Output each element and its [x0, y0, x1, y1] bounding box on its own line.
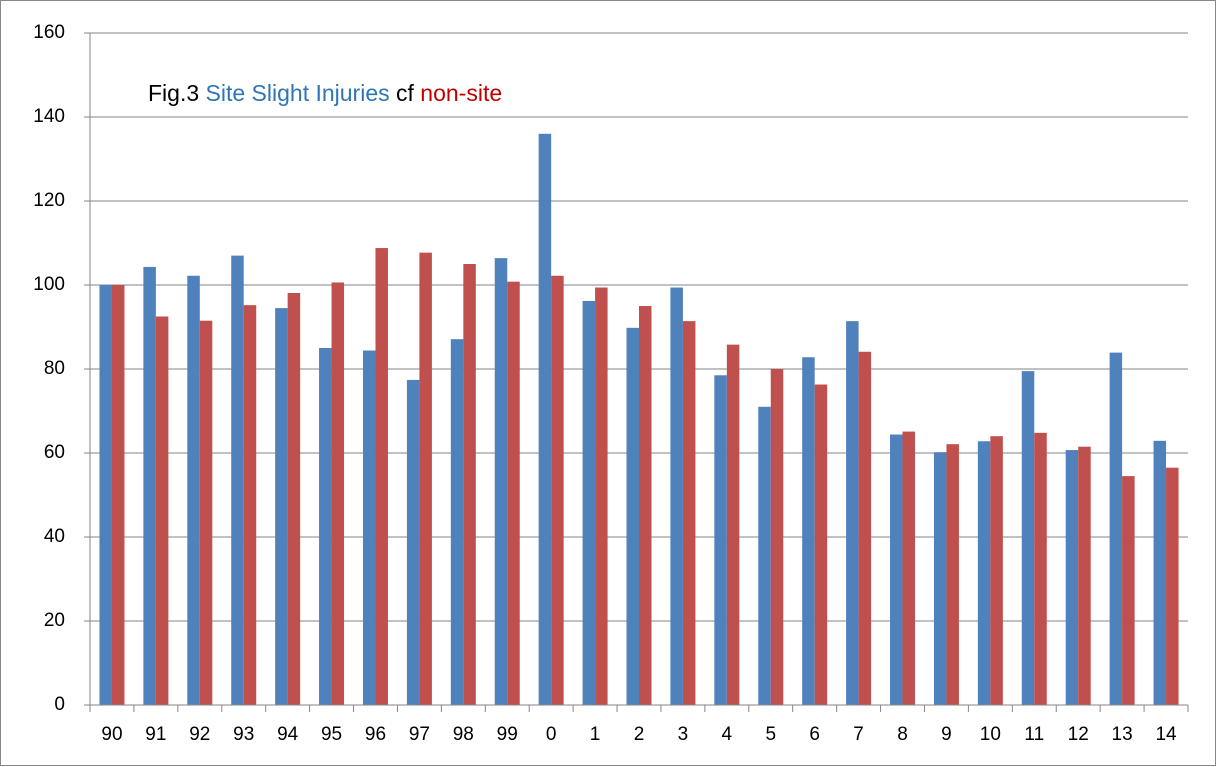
bar: [639, 306, 652, 705]
bar: [199, 320, 213, 705]
bar: [682, 321, 696, 705]
bar: [714, 375, 727, 705]
y-tick-label: 160: [33, 22, 65, 43]
x-tick-label: 96: [365, 724, 386, 745]
bar: [670, 287, 683, 705]
x-tick-label: 4: [722, 724, 733, 745]
x-tick-label: 10: [980, 724, 1001, 745]
bar: [507, 281, 520, 705]
bar: [902, 431, 916, 705]
bar: [463, 264, 476, 705]
bar: [231, 255, 244, 705]
bar: [99, 285, 112, 705]
x-tick-label: 9: [941, 724, 952, 745]
x-tick-label: 14: [1155, 724, 1177, 745]
x-tick-label: 99: [497, 724, 518, 745]
bar: [1122, 476, 1135, 705]
bar: [275, 308, 288, 705]
bar: [814, 384, 828, 705]
bar: [946, 444, 959, 705]
x-tick-label: 97: [409, 724, 430, 745]
y-tick-label: 140: [33, 106, 65, 127]
bar: [1065, 450, 1079, 705]
x-tick-label: 12: [1068, 724, 1089, 745]
bar: [331, 282, 345, 705]
x-tick-label: 5: [765, 724, 776, 745]
bar: [726, 344, 740, 705]
bar: [111, 285, 125, 705]
bar: [1109, 352, 1123, 705]
x-tick-label: 1: [590, 724, 601, 745]
x-tick-label: 2: [634, 724, 645, 745]
x-tick-label: 13: [1112, 724, 1133, 745]
bar: [1153, 440, 1167, 705]
bar: [990, 436, 1003, 705]
title-prefix: Fig.3: [148, 80, 199, 106]
bar: [1166, 467, 1179, 705]
bar: [858, 351, 872, 705]
x-tick-label: 6: [809, 724, 820, 745]
y-tick-label: 60: [44, 442, 65, 463]
bar: [977, 441, 991, 705]
bar: [933, 452, 947, 705]
title-joiner: cf: [396, 80, 415, 106]
bar: [538, 133, 552, 706]
bar: [1078, 446, 1091, 705]
bar: [626, 327, 639, 705]
x-tick-label: 92: [189, 724, 210, 745]
bar: [419, 252, 432, 705]
y-tick-label: 0: [54, 694, 65, 715]
x-tick-label: 98: [453, 724, 474, 745]
bar: [362, 350, 376, 705]
bar: [243, 305, 257, 705]
title-series-2: non-site: [420, 80, 502, 106]
bar: [143, 266, 156, 705]
chart-title: Fig.3 Site Slight Injuries cf non-site: [148, 80, 502, 106]
bar: [802, 357, 815, 705]
y-tick-label: 100: [33, 274, 65, 295]
x-tick-label: 7: [853, 724, 864, 745]
bar: [187, 275, 200, 705]
x-tick-label: 93: [233, 724, 254, 745]
bar: [287, 292, 301, 705]
bar: [155, 316, 169, 705]
bar: [846, 321, 859, 705]
bar: [1034, 432, 1047, 705]
x-tick-label: 90: [101, 724, 122, 745]
bar: [758, 406, 771, 705]
bar: [319, 348, 332, 705]
x-tick-label: 0: [546, 724, 557, 745]
bar: [582, 300, 596, 705]
title-series-1: Site Slight Injuries: [206, 80, 390, 106]
x-tick-label: 8: [897, 724, 908, 745]
x-tick-label: 91: [145, 724, 166, 745]
x-tick-label: 95: [321, 724, 342, 745]
bar: [551, 275, 564, 705]
bar: [595, 287, 608, 705]
y-tick-label: 80: [44, 358, 65, 379]
bar: [375, 248, 388, 706]
x-tick-label: 11: [1024, 724, 1044, 745]
bar: [770, 369, 784, 705]
x-tick-label: 3: [678, 724, 689, 745]
y-tick-label: 20: [44, 610, 65, 631]
y-tick-label: 120: [33, 190, 65, 211]
x-tick-label: 94: [277, 724, 299, 745]
y-tick-label: 40: [44, 526, 65, 547]
bar: [450, 339, 464, 705]
bar: [1021, 371, 1035, 705]
bar: [890, 434, 903, 705]
bar: [406, 379, 420, 705]
bar: [494, 258, 508, 705]
